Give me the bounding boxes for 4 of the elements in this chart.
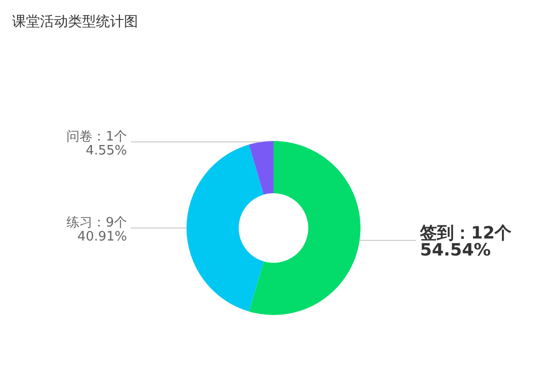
slice-label: 问卷：1个 4.55%: [66, 129, 127, 158]
chart-title: 课堂活动类型统计图: [12, 13, 138, 31]
slice-label: 签到：12个 54.54%: [419, 223, 513, 260]
slice-label: 练习：9个 40.91%: [66, 215, 127, 244]
